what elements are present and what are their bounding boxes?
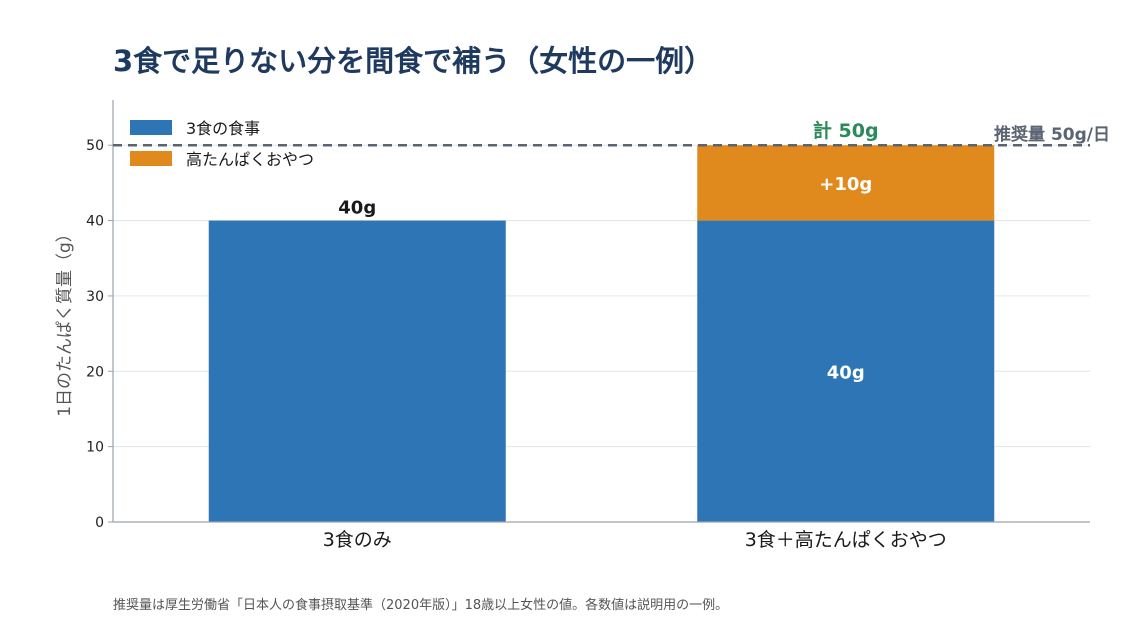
bar2-meals-value-label: 40g: [827, 362, 865, 383]
bar-meals-1: [208, 220, 506, 523]
bar-meals-2: [697, 220, 995, 523]
y-tick-label: 30: [86, 289, 104, 305]
bar2-total-label: 計 50g: [813, 119, 879, 142]
bars: [208, 145, 995, 523]
axes: 0 10 20 30 40 50 3食のみ 3食＋高たんぱくおやつ 1日のたんぱく質量（g）: [55, 100, 1090, 551]
reference-line-label: 推奨量 50g/日: [994, 124, 1110, 145]
y-tick-label: 10: [86, 440, 104, 456]
legend-label: 高たんぱくおやつ: [186, 150, 314, 169]
legend-label: 3食の食事: [186, 119, 260, 138]
bar1-value-label: 40g: [338, 198, 376, 219]
bar-snack-2: [697, 145, 995, 221]
y-tick-label: 40: [86, 214, 104, 230]
legend-swatch: [130, 120, 172, 135]
y-tick-label: 0: [95, 515, 104, 531]
y-axis-label: 1日のたんぱく質量（g）: [55, 225, 75, 417]
y-tick-label: 50: [86, 138, 104, 154]
data-labels: 推奨量 50g/日 40g 40g +10g 計 50g: [113, 119, 1110, 383]
x-category-label: 3食＋高たんぱくおやつ: [745, 529, 947, 551]
x-category-label: 3食のみ: [323, 529, 392, 551]
legend-swatch: [130, 151, 172, 166]
bar2-snack-value-label: +10g: [819, 174, 872, 195]
footnote: 推奨量は厚生労働省「日本人の食事摂取基準（2020年版）」18歳以上女性の値。各…: [113, 598, 729, 613]
chart-title: 3食で足りない分を間食で補う（女性の一例）: [113, 44, 714, 78]
y-tick-label: 20: [86, 364, 104, 380]
